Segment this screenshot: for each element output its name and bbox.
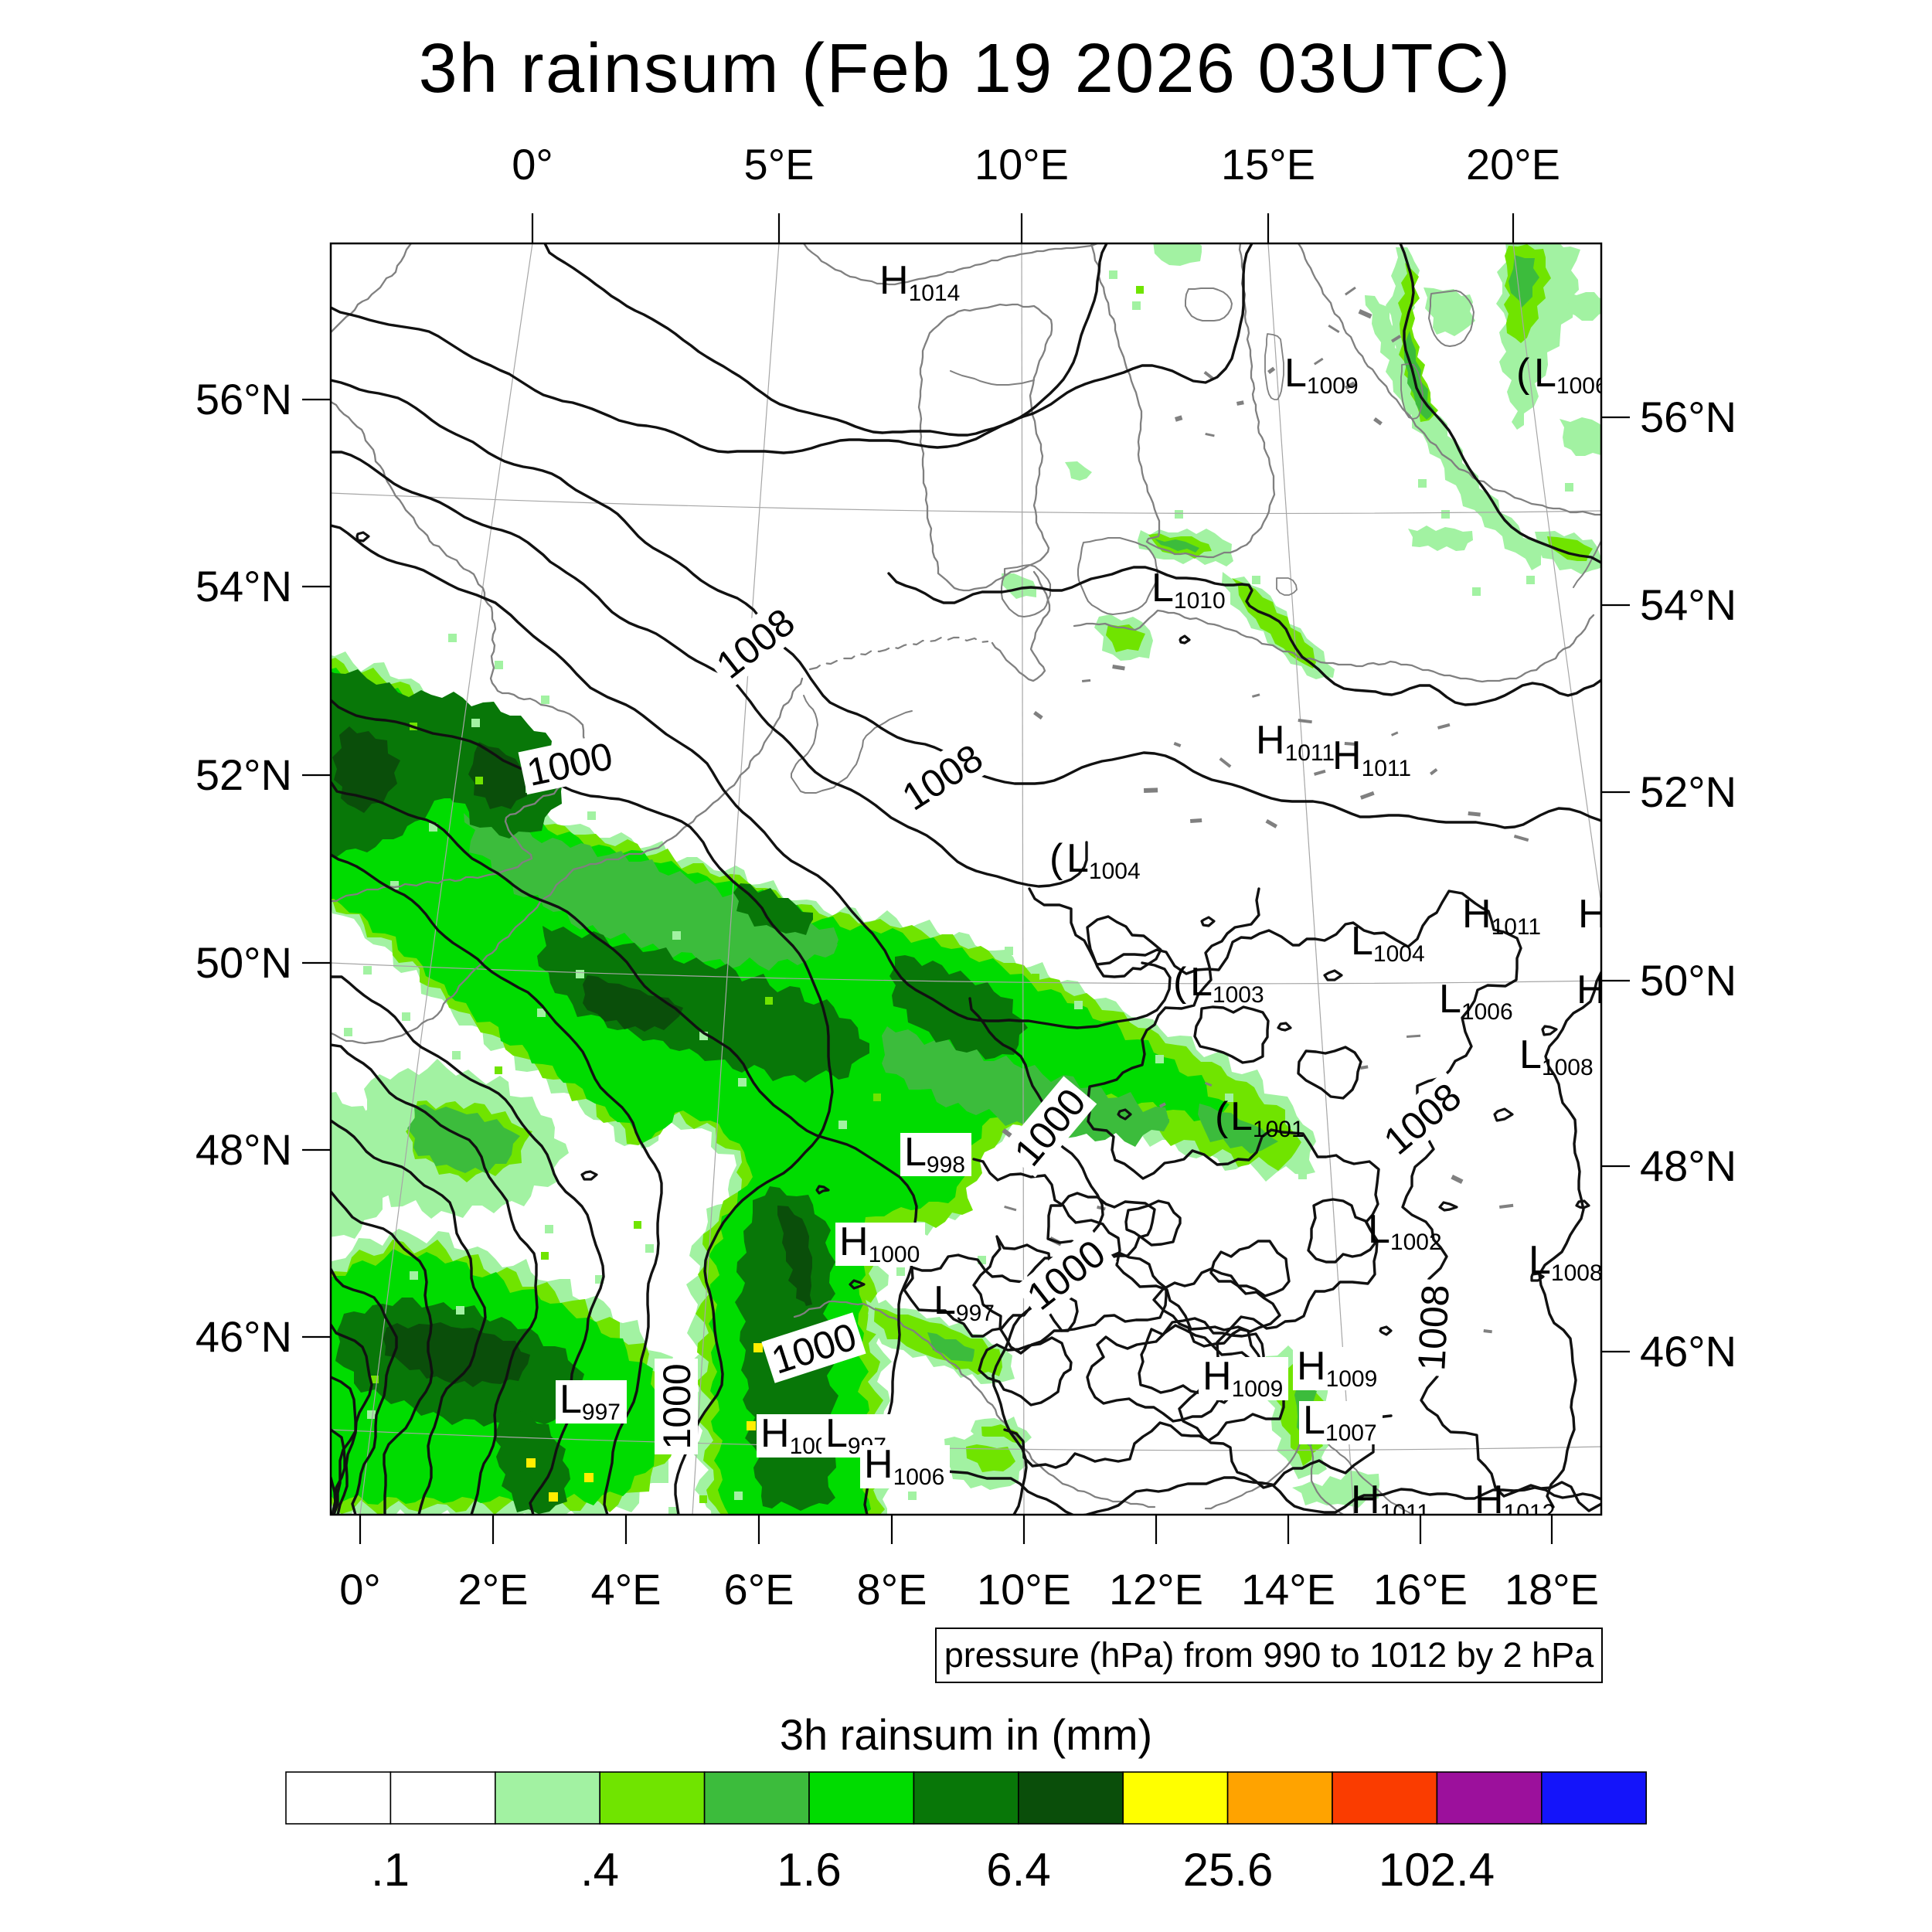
svg-text:12°E: 12°E xyxy=(1109,1565,1203,1614)
svg-text:.4: .4 xyxy=(580,1844,619,1896)
svg-text:16°E: 16°E xyxy=(1373,1565,1468,1614)
svg-text:56°N: 56°N xyxy=(1640,393,1736,441)
svg-text:10°E: 10°E xyxy=(975,140,1069,189)
svg-text:25.6: 25.6 xyxy=(1183,1844,1274,1896)
svg-text:(: ( xyxy=(1516,351,1530,396)
svg-text:5°E: 5°E xyxy=(744,140,815,189)
svg-text:.1: .1 xyxy=(371,1844,410,1896)
svg-text:3h rainsum in (mm): 3h rainsum in (mm) xyxy=(780,1710,1152,1759)
svg-text:56°N: 56°N xyxy=(196,375,292,423)
svg-text:14°E: 14°E xyxy=(1241,1565,1335,1614)
svg-text:0°: 0° xyxy=(339,1565,381,1614)
svg-text:48°N: 48°N xyxy=(196,1125,292,1174)
svg-text:6.4: 6.4 xyxy=(986,1844,1050,1896)
svg-text:50°N: 50°N xyxy=(1640,956,1736,1005)
svg-text:54°N: 54°N xyxy=(1640,580,1736,629)
svg-text:H10: H10 xyxy=(1577,968,1631,1015)
svg-text:52°N: 52°N xyxy=(1640,767,1736,816)
svg-text:8°E: 8°E xyxy=(857,1565,927,1614)
svg-text:0°: 0° xyxy=(512,140,553,189)
svg-text:50°N: 50°N xyxy=(196,938,292,987)
svg-text:(: ( xyxy=(1215,1094,1229,1139)
svg-text:46°N: 46°N xyxy=(196,1312,292,1361)
svg-text:pressure (hPa) from 990 to 101: pressure (hPa) from 990 to 1012 by 2 hPa xyxy=(944,1635,1594,1675)
svg-text:H10: H10 xyxy=(1578,892,1633,940)
svg-text:54°N: 54°N xyxy=(196,562,292,611)
svg-text:18°E: 18°E xyxy=(1505,1565,1599,1614)
svg-text:46°N: 46°N xyxy=(1640,1327,1736,1376)
svg-text:H1011: H1011 xyxy=(1332,733,1411,781)
svg-text:6°E: 6°E xyxy=(724,1565,794,1614)
svg-text:1008: 1008 xyxy=(1410,1284,1458,1372)
svg-text:10°E: 10°E xyxy=(977,1565,1071,1614)
svg-text:1000: 1000 xyxy=(655,1363,699,1449)
svg-text:102.4: 102.4 xyxy=(1379,1844,1495,1896)
svg-text:15°E: 15°E xyxy=(1221,140,1315,189)
svg-text:52°N: 52°N xyxy=(196,750,292,799)
svg-text:(: ( xyxy=(1173,960,1187,1005)
svg-text:(: ( xyxy=(1049,836,1063,881)
svg-text:1.6: 1.6 xyxy=(777,1844,841,1896)
svg-text:3h rainsum (Feb 19 2026 03UTC): 3h rainsum (Feb 19 2026 03UTC) xyxy=(419,30,1512,107)
svg-text:4°E: 4°E xyxy=(591,1565,662,1614)
svg-text:20°E: 20°E xyxy=(1466,140,1560,189)
svg-text:2°E: 2°E xyxy=(458,1565,529,1614)
svg-text:48°N: 48°N xyxy=(1640,1141,1736,1190)
